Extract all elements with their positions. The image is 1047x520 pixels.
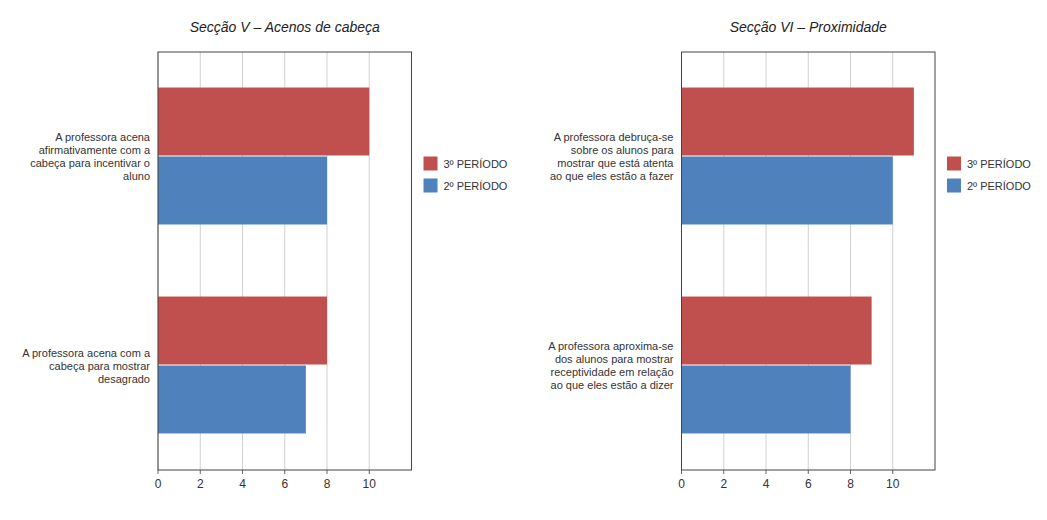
- tick-label: 8: [847, 477, 854, 491]
- tick-mark: [766, 470, 767, 474]
- tick-label: 8: [324, 477, 331, 491]
- title: Secção V – Acenos de cabeça: [190, 19, 380, 35]
- tick-label: 4: [239, 477, 246, 491]
- bar: [682, 297, 872, 365]
- tick-mark: [242, 470, 243, 474]
- bar: [682, 366, 851, 434]
- legend-swatch: [424, 157, 438, 171]
- tick-mark: [284, 470, 285, 474]
- tick-label: 4: [763, 477, 770, 491]
- page: {"chart_data": [ {"type": "bar", "orient…: [0, 0, 1047, 520]
- plot-frame: [682, 52, 936, 470]
- category-label-line: cabeça para mostrar: [49, 360, 150, 372]
- legend-swatch: [947, 179, 961, 193]
- tick-label: 6: [805, 477, 812, 491]
- tick-mark: [681, 470, 682, 474]
- category-label-line: A professora acena: [55, 131, 151, 143]
- bar: [682, 88, 914, 156]
- title: Secção VI – Proximidade: [730, 19, 887, 35]
- tick-mark: [158, 470, 159, 474]
- panel: Secção VI – Proximidade 0 2 4 6 8 10 A professo…: [548, 19, 1031, 491]
- tick-mark: [892, 470, 893, 474]
- legend: 3º PERÍODO 2º PERÍODO: [424, 157, 508, 193]
- tick-mark: [369, 470, 370, 474]
- category-label-line: ao que eles estão a fazer: [550, 170, 674, 182]
- bar: [158, 88, 369, 156]
- tick-label: 0: [678, 477, 685, 491]
- tick-mark: [723, 470, 724, 474]
- category-label: A professora aproxima-sedos alunos para …: [548, 340, 674, 391]
- category-label-line: desagrado: [98, 373, 150, 385]
- category-label-line: sobre os alunos para: [571, 144, 675, 156]
- legend-label: 2º PERÍODO: [444, 180, 508, 192]
- category-label-line: receptividade em relação: [551, 366, 674, 378]
- category-label-line: cabeça para incentivar o: [30, 157, 150, 169]
- legend-swatch: [424, 179, 438, 193]
- tick-mark: [808, 470, 809, 474]
- category-label-line: A professora debruça-se: [554, 131, 674, 143]
- chart-container: Secção V – Acenos de cabeça 0 2 4 6 8 10 A prof…: [0, 0, 1047, 520]
- tick-label: 0: [155, 477, 162, 491]
- category-label-line: A professora acena com a: [22, 347, 151, 359]
- tick-label: 10: [363, 477, 377, 491]
- tick-mark: [850, 470, 851, 474]
- category-label: A professora debruça-sesobre os alunos p…: [550, 131, 674, 182]
- bar: [158, 157, 327, 225]
- legend-swatch: [947, 157, 961, 171]
- category-label-line: dos alunos para mostrar: [555, 353, 674, 365]
- category-label-line: afirmativamente com a: [39, 144, 151, 156]
- figure: Secção V – Acenos de cabeça 0 2 4 6 8 10 A prof…: [0, 0, 1047, 520]
- tick-mark: [327, 470, 328, 474]
- legend: 3º PERÍODO 2º PERÍODO: [947, 157, 1031, 193]
- tick-label: 10: [886, 477, 900, 491]
- category-label: A professora acena com acabeça para most…: [22, 347, 151, 385]
- category-label-line: ao que eles estão a dizer: [551, 379, 674, 391]
- category-label: A professora acenaafirmativamente com ac…: [30, 131, 151, 182]
- bar: [682, 157, 893, 225]
- legend-label: 3º PERÍODO: [444, 158, 508, 170]
- tick-label: 2: [197, 477, 204, 491]
- plot-frame: [158, 52, 412, 470]
- category-label-line: mostrar que está atenta: [557, 157, 674, 169]
- bar: [158, 297, 327, 365]
- bar: [158, 366, 306, 434]
- legend-label: 2º PERÍODO: [967, 180, 1031, 192]
- bars: [682, 88, 914, 434]
- category-label-line: aluno: [123, 170, 150, 182]
- tick-label: 6: [281, 477, 288, 491]
- category-label-line: A professora aproxima-se: [548, 340, 673, 352]
- legend-label: 3º PERÍODO: [967, 158, 1031, 170]
- tick-mark: [200, 470, 201, 474]
- bars: [158, 88, 369, 434]
- panel: Secção V – Acenos de cabeça 0 2 4 6 8 10 A prof…: [22, 19, 508, 491]
- tick-label: 2: [720, 477, 727, 491]
